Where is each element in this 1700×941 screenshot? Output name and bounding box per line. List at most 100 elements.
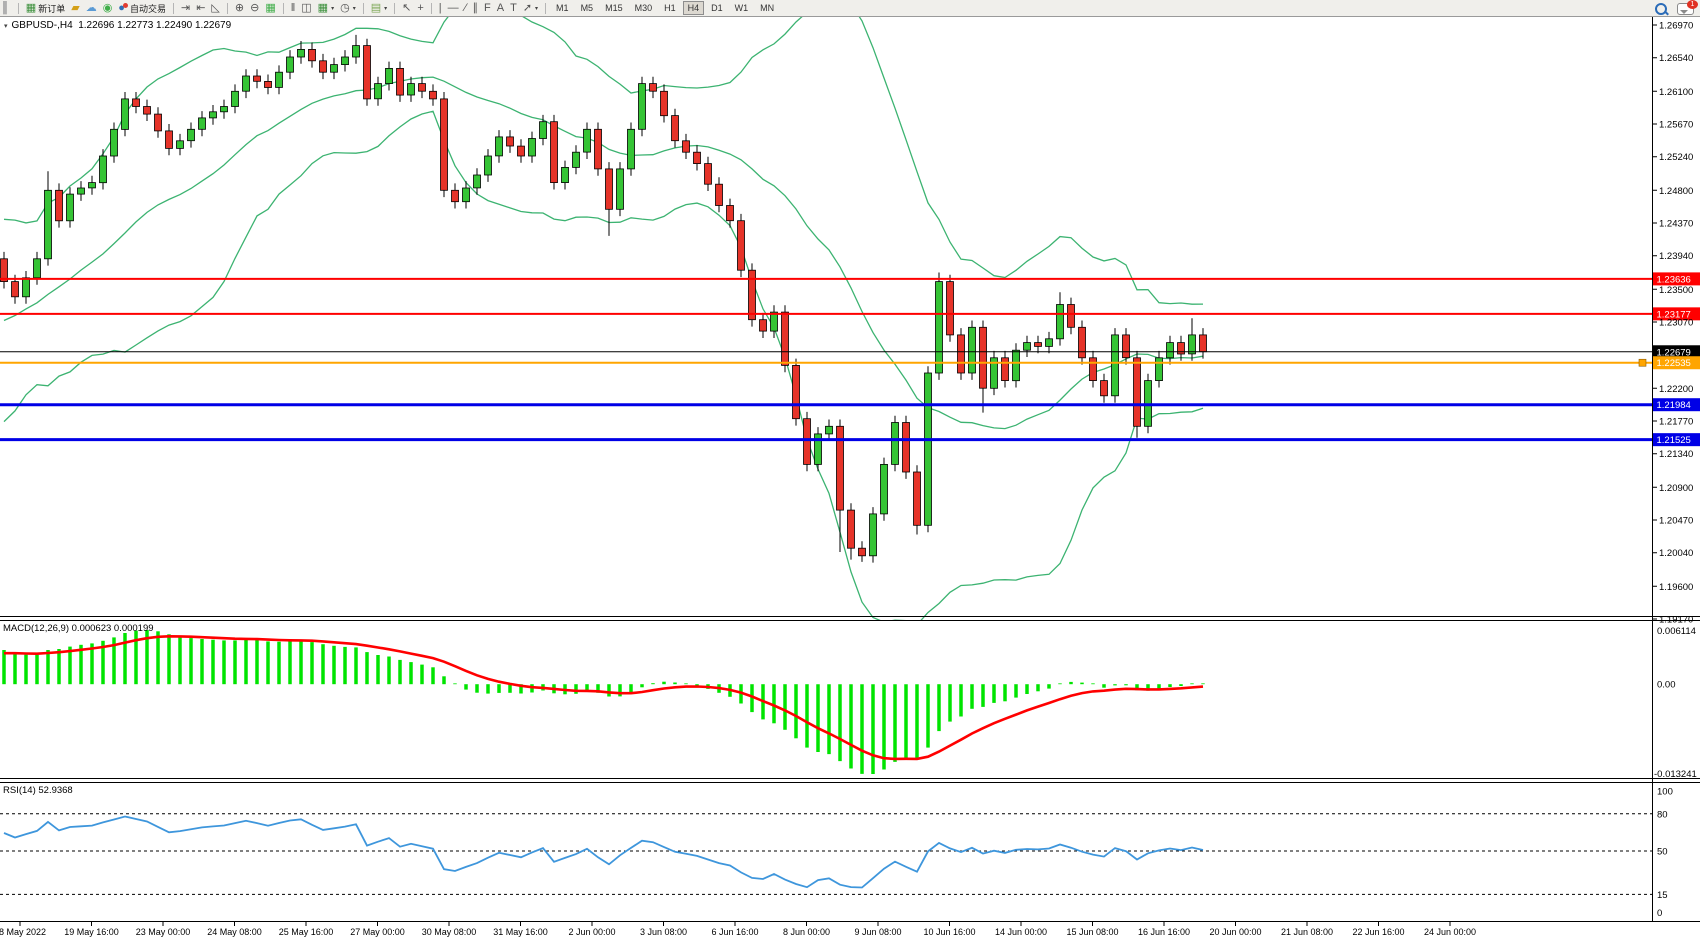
add-indicator-button-glyph: ▦ bbox=[317, 1, 329, 14]
fibonacci-tool-glyph: F bbox=[484, 1, 491, 14]
signal-icon[interactable]: ◉ bbox=[100, 1, 116, 16]
templates-button-glyph: ▤ bbox=[370, 1, 382, 14]
crosshair-tool[interactable]: + bbox=[414, 1, 426, 16]
crosshair-tool-glyph: + bbox=[417, 1, 424, 14]
timeframe-button-h4[interactable]: H4 bbox=[682, 1, 705, 15]
svg-text:1.20900: 1.20900 bbox=[1659, 483, 1693, 494]
svg-text:30 May 08:00: 30 May 08:00 bbox=[422, 927, 477, 937]
tile-windows-icon-glyph: ▦ bbox=[265, 1, 276, 14]
svg-text:14 Jun 00:00: 14 Jun 00:00 bbox=[995, 927, 1047, 937]
text-label-tool[interactable]: T bbox=[507, 1, 520, 16]
toolbar-right: 1 bbox=[1655, 0, 1698, 16]
timeframe-button-m1[interactable]: M1 bbox=[556, 3, 569, 13]
toolbar-separator bbox=[430, 2, 432, 14]
timeframe-button-m30[interactable]: M30 bbox=[634, 3, 653, 13]
svg-text:1.22535: 1.22535 bbox=[1657, 358, 1691, 369]
zoom-in-icon[interactable]: ⊕ bbox=[232, 1, 247, 16]
add-indicator-button[interactable]: ▦ ▾ bbox=[315, 1, 337, 16]
auto-trading-button[interactable]: ● 自动交易 bbox=[115, 1, 169, 16]
search-icon[interactable] bbox=[1655, 2, 1667, 15]
zoom-out-icon[interactable]: ⊖ bbox=[247, 1, 262, 16]
chart-window[interactable]: 1.23636 1.23177 1.22679 1.22535 1.21984 1.215… bbox=[0, 17, 1700, 941]
chart-title: ▾ GBPUSD-,H4 1.22696 1.22773 1.22490 1.22… bbox=[4, 20, 231, 31]
auto-scroll-icon[interactable]: ⇤ bbox=[193, 1, 208, 16]
fibonacci-tool[interactable]: F bbox=[481, 1, 494, 16]
candlestick-series[interactable] bbox=[0, 34, 1207, 563]
toolbar-separator bbox=[226, 2, 228, 14]
svg-text:15 Jun 08:00: 15 Jun 08:00 bbox=[1066, 927, 1118, 937]
vertical-line-tool[interactable]: | bbox=[436, 1, 445, 16]
timeframe-button-h1[interactable]: H1 bbox=[664, 3, 676, 13]
cursor-tool-glyph: ↖ bbox=[402, 1, 412, 14]
svg-text:1.19600: 1.19600 bbox=[1659, 582, 1693, 593]
chart-title-ohlc: 1.22696 1.22773 1.22490 1.22679 bbox=[78, 20, 232, 31]
svg-text:24 Jun 00:00: 24 Jun 00:00 bbox=[1424, 927, 1476, 937]
auto-trading-button-label: 自动交易 bbox=[129, 3, 166, 14]
horizontal-line-tool[interactable]: — bbox=[445, 1, 462, 16]
equidistant-channel-tool[interactable]: ∥ bbox=[470, 1, 482, 16]
svg-text:0: 0 bbox=[1657, 908, 1662, 919]
svg-text:1.21984: 1.21984 bbox=[1657, 400, 1691, 411]
pivot-line-orange-handle[interactable] bbox=[1638, 358, 1647, 367]
periods-button[interactable]: ◷ ▾ bbox=[337, 1, 359, 16]
new-order-button[interactable]: ▦ 新订单 bbox=[23, 1, 68, 16]
tile-windows-icon[interactable]: ▦ bbox=[262, 1, 278, 16]
rsi-indicator-label: RSI(14) 52.9368 bbox=[3, 785, 73, 796]
svg-text:1.23500: 1.23500 bbox=[1659, 285, 1693, 296]
cloud-icon[interactable]: ☁ bbox=[83, 1, 100, 16]
svg-text:10 Jun 16:00: 10 Jun 16:00 bbox=[923, 927, 975, 937]
zoom-in-icon-glyph: ⊕ bbox=[234, 1, 245, 14]
timeframe-button-d1[interactable]: D1 bbox=[711, 3, 723, 13]
gold-ingot-icon-glyph: ▰ bbox=[71, 1, 80, 14]
bar-chart-icon[interactable]: ‖ bbox=[288, 1, 299, 16]
periods-button-glyph: ◷ bbox=[340, 1, 350, 14]
pivot-line-orange-tag bbox=[1653, 356, 1700, 370]
chevron-down-icon: ▾ bbox=[535, 5, 539, 12]
cursor-tool[interactable]: ↖ bbox=[399, 1, 414, 16]
arrows-tool[interactable]: ➚ ▾ bbox=[520, 1, 541, 16]
svg-text:1.25670: 1.25670 bbox=[1659, 120, 1693, 131]
svg-text:1.26100: 1.26100 bbox=[1659, 87, 1693, 98]
chevron-down-icon: ▾ bbox=[384, 5, 388, 12]
toolbar-separator bbox=[282, 2, 284, 14]
equidistant-channel-tool-glyph: ∥ bbox=[472, 1, 479, 14]
text-label-tool-glyph: T bbox=[510, 1, 517, 14]
chat-icon[interactable]: 1 bbox=[1677, 0, 1698, 15]
svg-text:50: 50 bbox=[1657, 847, 1668, 858]
vertical-line-tool-glyph: | bbox=[438, 1, 442, 14]
svg-text:8 Jun 00:00: 8 Jun 00:00 bbox=[783, 927, 830, 937]
timeframe-button-m5[interactable]: M5 bbox=[580, 3, 594, 13]
svg-text:19 May 16:00: 19 May 16:00 bbox=[64, 927, 119, 937]
panel-borders bbox=[0, 17, 1700, 922]
svg-text:6 Jun 16:00: 6 Jun 16:00 bbox=[711, 927, 758, 937]
clipped-edge-button[interactable]: ▌ bbox=[0, 1, 14, 16]
trendline-tool[interactable]: ∕ bbox=[462, 1, 470, 16]
signal-icon-glyph: ◉ bbox=[102, 1, 113, 14]
resistance-line-upper-tag bbox=[1653, 272, 1700, 286]
toolbar-separator bbox=[394, 2, 396, 14]
candlestick-chart-icon[interactable]: ◫ bbox=[298, 1, 314, 16]
svg-text:1.21770: 1.21770 bbox=[1659, 417, 1693, 428]
templates-button[interactable]: ▤ ▾ bbox=[368, 1, 390, 16]
gold-ingot-icon[interactable]: ▰ bbox=[68, 1, 82, 16]
line-study-icon[interactable]: ◺ bbox=[208, 1, 222, 16]
svg-text:24 May 08:00: 24 May 08:00 bbox=[207, 927, 262, 937]
object-marker-icon: ▾ bbox=[4, 23, 8, 30]
svg-text:1.19170: 1.19170 bbox=[1659, 615, 1693, 626]
time-axis[interactable]: 18 May 2022 19 May 16:00 23 May 00:00 24 Ma… bbox=[0, 921, 1476, 938]
toolbar-items: ▌ ▦ 新订单 ▰ ☁ ◉ ● 自动交易 ⇥ ⇤ ◺ ⊕ ⊖ ▦ ‖ ◫ ▦ ▾ ◷ ▾ ▤ ▾ ↖ + | — ∕ ∥ F A T ➚ ▾ M1… bbox=[0, 0, 780, 16]
chevron-down-icon: ▾ bbox=[352, 5, 356, 12]
timeframe-button-mn[interactable]: MN bbox=[760, 3, 775, 13]
price-axis[interactable]: 1.26970 1.26540 1.26100 1.25670 1.25240 1.248… bbox=[1652, 21, 1694, 626]
horizontal-line-tool-glyph: — bbox=[447, 1, 459, 14]
svg-text:1.26970: 1.26970 bbox=[1659, 21, 1693, 32]
timeframe-button-w1[interactable]: W1 bbox=[734, 3, 749, 13]
svg-text:22 Jun 16:00: 22 Jun 16:00 bbox=[1352, 927, 1404, 937]
status-dot bbox=[122, 2, 128, 8]
chart-shift-icon[interactable]: ⇥ bbox=[178, 1, 193, 16]
text-tool[interactable]: A bbox=[494, 1, 507, 16]
timeframe-button-m15[interactable]: M15 bbox=[605, 3, 623, 13]
candlestick-chart-icon-glyph: ◫ bbox=[301, 1, 312, 14]
